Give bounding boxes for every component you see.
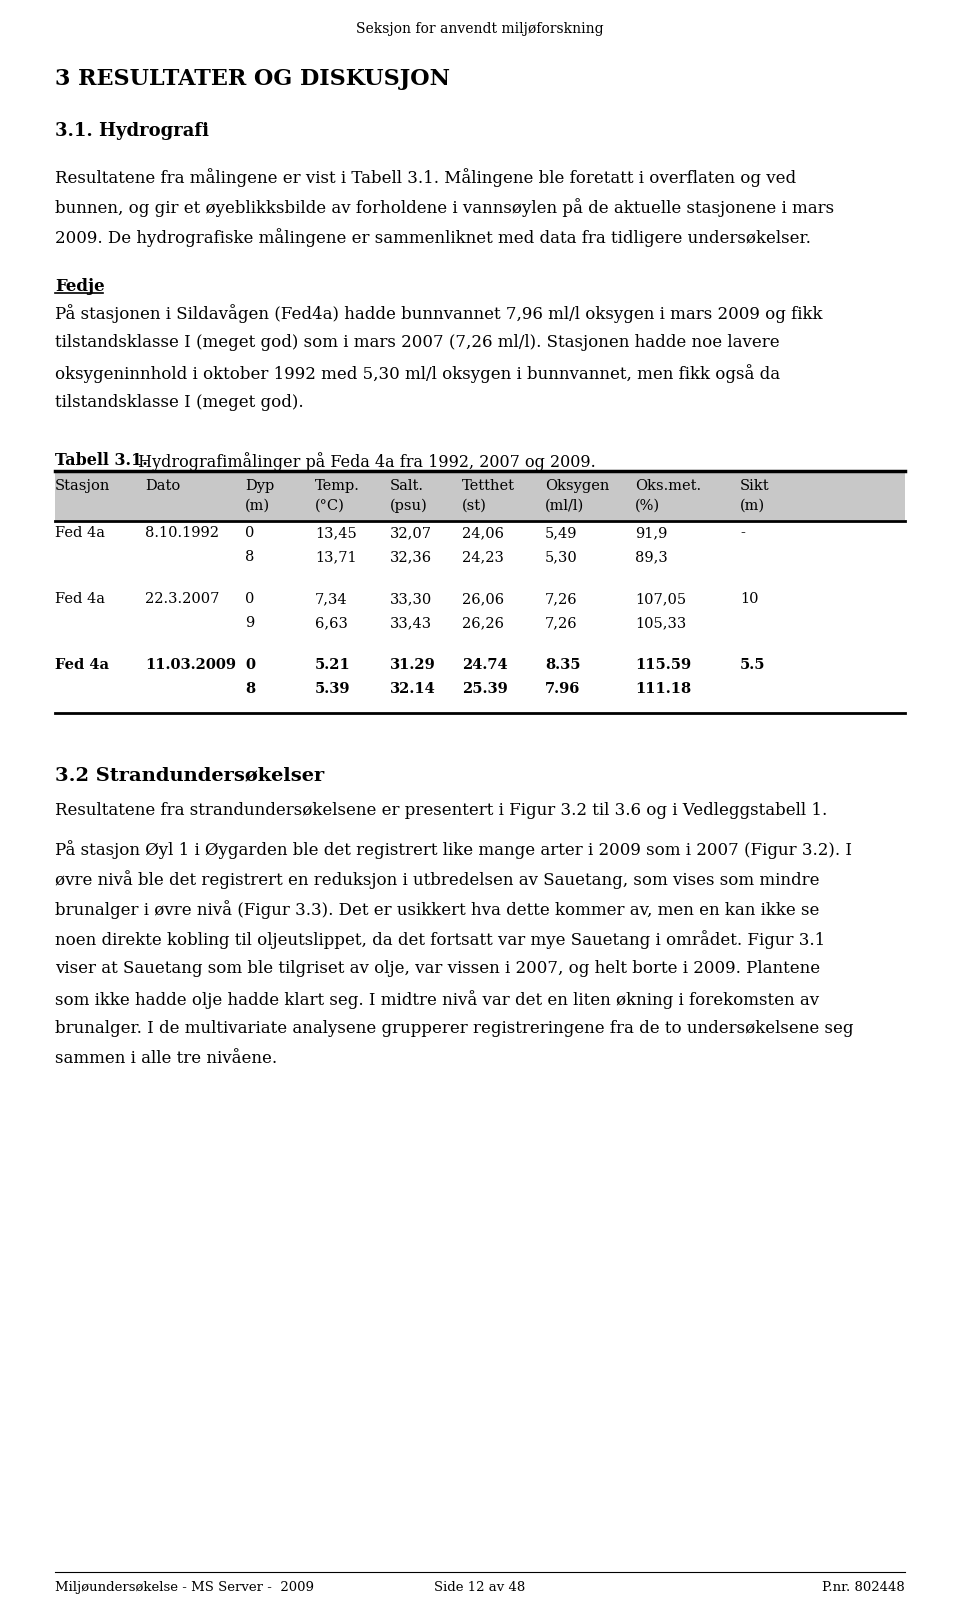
Text: 33,30: 33,30	[390, 591, 432, 606]
Text: (m): (m)	[740, 498, 765, 513]
Text: 5.5: 5.5	[740, 657, 765, 672]
Text: 5,49: 5,49	[545, 525, 578, 540]
Text: Seksjon for anvendt miljøforskning: Seksjon for anvendt miljøforskning	[356, 22, 604, 35]
Text: 10: 10	[740, 591, 758, 606]
Text: 89,3: 89,3	[635, 550, 668, 564]
Text: Oksygen: Oksygen	[545, 479, 610, 493]
Text: 7,34: 7,34	[315, 591, 348, 606]
Text: 3 RESULTATER OG DISKUSJON: 3 RESULTATER OG DISKUSJON	[55, 67, 450, 90]
Text: Fed 4a: Fed 4a	[55, 657, 109, 672]
Text: 31.29: 31.29	[390, 657, 436, 672]
Text: noen direkte kobling til oljeutslippet, da det fortsatt var mye Sauetang i områd: noen direkte kobling til oljeutslippet, …	[55, 929, 826, 948]
Text: 5.39: 5.39	[315, 681, 350, 696]
Text: 26,26: 26,26	[462, 615, 504, 630]
Text: som ikke hadde olje hadde klart seg. I midtre nivå var det en liten økning i for: som ikke hadde olje hadde klart seg. I m…	[55, 990, 819, 1008]
Text: oksygeninnhold i oktober 1992 med 5,30 ml/l oksygen i bunnvannet, men fikk også : oksygeninnhold i oktober 1992 med 5,30 m…	[55, 363, 780, 382]
Bar	[55, 472, 905, 521]
Text: 26,06: 26,06	[462, 591, 504, 606]
Text: brunalger i øvre nivå (Figur 3.3). Det er usikkert hva dette kommer av, men en k: brunalger i øvre nivå (Figur 3.3). Det e…	[55, 900, 820, 918]
Text: På stasjonen i Sildavågen (Fed4a) hadde bunnvannet 7,96 ml/l oksygen i mars 2009: På stasjonen i Sildavågen (Fed4a) hadde …	[55, 304, 823, 323]
Text: 6,63: 6,63	[315, 615, 348, 630]
Text: Fedje: Fedje	[55, 278, 105, 294]
Text: Sikt: Sikt	[740, 479, 770, 493]
Text: 7.96: 7.96	[545, 681, 581, 696]
Text: 7,26: 7,26	[545, 615, 578, 630]
Text: 2009. De hydrografiske målingene er sammenliknet med data fra tidligere undersøk: 2009. De hydrografiske målingene er samm…	[55, 228, 811, 247]
Text: Salt.: Salt.	[390, 479, 424, 493]
Text: 11.03.2009: 11.03.2009	[145, 657, 236, 672]
Text: Tetthet: Tetthet	[462, 479, 515, 493]
Text: øvre nivå ble det registrert en reduksjon i utbredelsen av Sauetang, som vises s: øvre nivå ble det registrert en reduksjo…	[55, 869, 820, 889]
Text: Stasjon: Stasjon	[55, 479, 110, 493]
Text: Dato: Dato	[145, 479, 180, 493]
Text: Resultatene fra målingene er vist i Tabell 3.1. Målingene ble foretatt i overfla: Resultatene fra målingene er vist i Tabe…	[55, 167, 796, 186]
Text: (%): (%)	[635, 498, 660, 513]
Text: Fed 4a: Fed 4a	[55, 525, 105, 540]
Text: 115.59: 115.59	[635, 657, 691, 672]
Text: 25.39: 25.39	[462, 681, 508, 696]
Text: 0: 0	[245, 591, 254, 606]
Text: (m): (m)	[245, 498, 270, 513]
Text: 105,33: 105,33	[635, 615, 686, 630]
Text: Hydrografimålinger på Feda 4a fra 1992, 2007 og 2009.: Hydrografimålinger på Feda 4a fra 1992, …	[133, 452, 596, 471]
Text: 24.74: 24.74	[462, 657, 508, 672]
Text: Miljøundersøkelse - MS Server -  2009: Miljøundersøkelse - MS Server - 2009	[55, 1580, 314, 1593]
Text: På stasjon Øyl 1 i Øygarden ble det registrert like mange arter i 2009 som i 200: På stasjon Øyl 1 i Øygarden ble det regi…	[55, 839, 852, 858]
Text: (psu): (psu)	[390, 498, 428, 513]
Text: Side 12 av 48: Side 12 av 48	[434, 1580, 526, 1593]
Text: Fed 4a: Fed 4a	[55, 591, 105, 606]
Text: Oks.met.: Oks.met.	[635, 479, 701, 493]
Text: bunnen, og gir et øyeblikksbilde av forholdene i vannsøylen på de aktuelle stasj: bunnen, og gir et øyeblikksbilde av forh…	[55, 198, 834, 217]
Text: brunalger. I de multivariate analysene grupperer registreringene fra de to under: brunalger. I de multivariate analysene g…	[55, 1019, 853, 1037]
Text: 5.21: 5.21	[315, 657, 350, 672]
Text: 3.2 Strandundersøkelser: 3.2 Strandundersøkelser	[55, 765, 324, 784]
Text: tilstandsklasse I (meget god).: tilstandsklasse I (meget god).	[55, 394, 303, 411]
Text: 8.35: 8.35	[545, 657, 581, 672]
Text: 32.14: 32.14	[390, 681, 436, 696]
Text: 13,45: 13,45	[315, 525, 357, 540]
Text: 8.10.1992: 8.10.1992	[145, 525, 219, 540]
Text: 9: 9	[245, 615, 254, 630]
Text: 13,71: 13,71	[315, 550, 356, 564]
Text: 5,30: 5,30	[545, 550, 578, 564]
Text: 24,06: 24,06	[462, 525, 504, 540]
Text: (°C): (°C)	[315, 498, 345, 513]
Text: 8: 8	[245, 681, 255, 696]
Text: 7,26: 7,26	[545, 591, 578, 606]
Text: P.nr. 802448: P.nr. 802448	[823, 1580, 905, 1593]
Text: 3.1. Hydrografi: 3.1. Hydrografi	[55, 122, 209, 140]
Text: tilstandsklasse I (meget god) som i mars 2007 (7,26 ml/l). Stasjonen hadde noe l: tilstandsklasse I (meget god) som i mars…	[55, 334, 780, 350]
Text: Tabell 3.1.: Tabell 3.1.	[55, 452, 148, 469]
Text: 0: 0	[245, 657, 255, 672]
Text: 107,05: 107,05	[635, 591, 686, 606]
Text: -: -	[740, 525, 745, 540]
Text: sammen i alle tre nivåene.: sammen i alle tre nivåene.	[55, 1049, 277, 1067]
Text: viser at Sauetang som ble tilgriset av olje, var vissen i 2007, og helt borte i : viser at Sauetang som ble tilgriset av o…	[55, 959, 820, 977]
Text: (ml/l): (ml/l)	[545, 498, 585, 513]
Text: Temp.: Temp.	[315, 479, 360, 493]
Text: 91,9: 91,9	[635, 525, 667, 540]
Text: Dyp: Dyp	[245, 479, 275, 493]
Text: 32,36: 32,36	[390, 550, 432, 564]
Text: Resultatene fra strandundersøkelsene er presentert i Figur 3.2 til 3.6 og i Vedl: Resultatene fra strandundersøkelsene er …	[55, 802, 828, 818]
Text: 24,23: 24,23	[462, 550, 504, 564]
Text: 22.3.2007: 22.3.2007	[145, 591, 220, 606]
Text: 33,43: 33,43	[390, 615, 432, 630]
Text: 32,07: 32,07	[390, 525, 432, 540]
Text: 111.18: 111.18	[635, 681, 691, 696]
Text: 0: 0	[245, 525, 254, 540]
Text: (st): (st)	[462, 498, 487, 513]
Text: 8: 8	[245, 550, 254, 564]
